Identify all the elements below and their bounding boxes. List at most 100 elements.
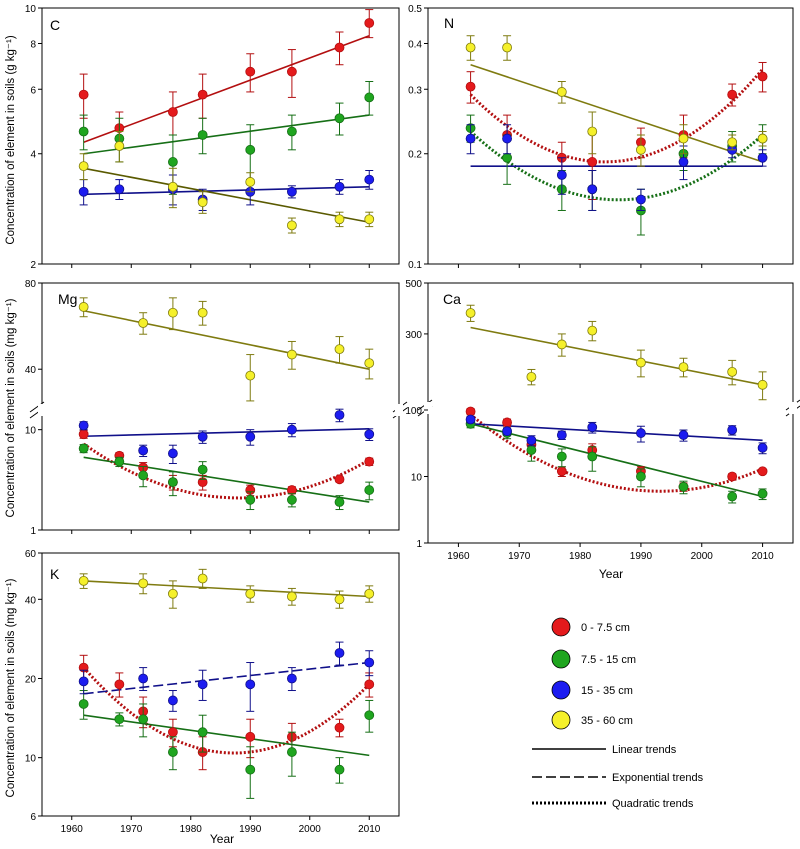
point-Ca-3-3 [556, 339, 567, 350]
point-Ca-1-8 [757, 488, 768, 499]
point-Mg-3-7 [334, 344, 345, 355]
trend-K-2 [83, 661, 370, 695]
point-Mg-2-0 [78, 420, 89, 431]
point-C-2-6 [334, 181, 345, 192]
x-tick-label-Ca-1970: 1970 [508, 551, 531, 562]
trend-N-0 [469, 68, 764, 164]
point-N-3-6 [727, 137, 738, 148]
x-tick-label-Ca-1960: 1960 [447, 551, 470, 562]
y-tick-label-Ca-300: 300 [405, 330, 422, 341]
point-K-2-5 [245, 679, 256, 690]
point-Ca-3-6 [678, 362, 689, 373]
point-N-2-7 [757, 152, 768, 163]
point-K-3-0 [78, 575, 89, 586]
y-axis-label-top: Concentration of element in soils (g kg⁻… [5, 35, 17, 245]
point-K-2-6 [286, 673, 297, 684]
legend: 0 - 7.5 cm 7.5 - 15 cm 15 - 35 cm 35 - 6… [532, 617, 704, 810]
point-K-2-8 [364, 657, 375, 668]
legend-swatch-2 [551, 680, 571, 700]
point-C-3-7 [364, 214, 375, 225]
point-K-2-2 [138, 673, 149, 684]
y-tick-label-N-0.2: 0.2 [408, 150, 422, 161]
legend-label-3: 35 - 60 cm [581, 715, 633, 727]
point-C-0-4 [245, 66, 256, 77]
point-N-3-3 [587, 126, 598, 137]
point-C-1-2 [167, 157, 178, 167]
trend-Ca-2 [470, 423, 763, 442]
point-Mg-2-4 [197, 431, 208, 442]
y-tick-label-Mg-40: 40 [25, 365, 37, 376]
point-C-1-7 [364, 92, 375, 103]
y-tick-label-N-0.1: 0.1 [408, 260, 422, 271]
panel-N-label: N [444, 15, 454, 31]
point-Mg-1-3 [167, 477, 178, 488]
point-N-3-2 [556, 87, 567, 97]
point-Mg-3-3 [167, 307, 178, 318]
point-Mg-1-1 [114, 456, 125, 467]
point-C-0-7 [364, 18, 375, 28]
y-tick-label-C-8: 8 [30, 39, 36, 50]
point-Ca-3-0 [465, 308, 476, 318]
point-C-0-0 [78, 89, 89, 100]
trend-C-3 [83, 167, 370, 224]
trend-C-1 [83, 114, 370, 155]
x-tick-label-K-1990: 1990 [239, 824, 262, 835]
panel-C-frame [41, 7, 400, 265]
panel-K-label: K [50, 566, 60, 582]
y-axis-label-bottom: Concentration of element in soils (mg kg… [5, 578, 17, 797]
point-Ca-3-2 [526, 371, 537, 382]
point-Ca-0-7 [727, 471, 738, 482]
point-C-0-6 [334, 42, 345, 53]
point-N-0-3 [587, 157, 598, 167]
point-Ca-2-0 [465, 414, 476, 425]
x-axis-label-right: Year [599, 567, 623, 581]
axis-break-ca [417, 399, 800, 417]
point-Mg-1-8 [364, 485, 375, 495]
y-tick-label-K-60: 60 [25, 549, 37, 560]
point-K-3-2 [138, 578, 149, 589]
legend-quadratic-label: Quadratic trends [612, 798, 694, 810]
point-C-1-5 [286, 126, 297, 137]
y-tick-label-K-10: 10 [25, 754, 37, 765]
legend-label-0: 0 - 7.5 cm [581, 622, 630, 634]
y-tick-label-N-0.3: 0.3 [408, 85, 422, 96]
point-Ca-0-8 [757, 466, 768, 477]
y-tick-label-Ca-10: 10 [411, 473, 423, 484]
point-Ca-0-3 [556, 466, 567, 477]
y-tick-label-Mg-80: 80 [25, 279, 37, 290]
trend-Mg-1 [83, 456, 370, 503]
panel-Mg-label: Mg [58, 291, 77, 307]
trend-Ca-1 [470, 423, 763, 498]
legend-swatch-1 [551, 649, 571, 669]
trend-N-3 [470, 63, 763, 163]
point-Mg-1-0 [78, 443, 89, 454]
y-tick-label-C-10: 10 [25, 4, 37, 15]
point-K-1-2 [138, 714, 149, 725]
point-Mg-1-2 [138, 470, 149, 481]
point-Ca-1-2 [526, 445, 537, 455]
point-Mg-2-6 [286, 424, 297, 435]
point-N-0-7 [757, 71, 768, 82]
point-Ca-1-6 [678, 481, 689, 492]
point-Mg-2-7 [334, 410, 345, 420]
point-Mg-0-8 [364, 456, 375, 467]
trend-Mg-3 [83, 309, 370, 371]
point-K-1-4 [197, 727, 208, 738]
point-Ca-2-6 [678, 430, 689, 440]
point-Ca-1-7 [727, 491, 738, 502]
point-C-2-0 [78, 186, 89, 197]
point-N-0-0 [465, 81, 476, 92]
trend-K-1 [83, 714, 370, 757]
point-K-1-0 [78, 699, 89, 709]
x-tick-label-K-2010: 2010 [358, 824, 381, 835]
point-Mg-1-5 [245, 494, 256, 505]
x-tick-label-Ca-1990: 1990 [630, 551, 653, 562]
point-K-3-6 [286, 591, 297, 602]
point-C-2-5 [286, 186, 297, 197]
x-tick-label-K-2000: 2000 [299, 824, 322, 835]
point-K-2-4 [197, 679, 208, 690]
y-tick-label-K-20: 20 [25, 674, 37, 685]
point-Mg-3-2 [138, 318, 149, 328]
point-C-1-3 [197, 130, 208, 140]
trend-N-1 [469, 130, 764, 202]
